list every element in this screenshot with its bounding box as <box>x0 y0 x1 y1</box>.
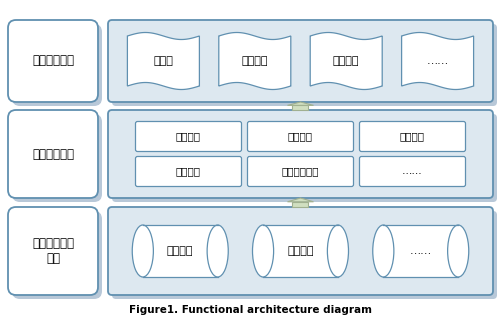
FancyBboxPatch shape <box>247 156 353 187</box>
Polygon shape <box>310 33 381 90</box>
FancyBboxPatch shape <box>112 24 496 106</box>
FancyBboxPatch shape <box>135 156 241 187</box>
FancyBboxPatch shape <box>8 207 98 295</box>
Text: 具体描述: 具体描述 <box>399 132 424 141</box>
Polygon shape <box>287 102 313 105</box>
Text: 新闻地图功能: 新闻地图功能 <box>32 54 74 68</box>
FancyBboxPatch shape <box>12 24 102 106</box>
Ellipse shape <box>252 225 273 277</box>
Text: Figure1. Functional architecture diagram: Figure1. Functional architecture diagram <box>129 305 372 315</box>
Text: 发生时间: 发生时间 <box>288 132 313 141</box>
Ellipse shape <box>327 225 348 277</box>
FancyBboxPatch shape <box>108 207 492 295</box>
Text: 地理空间信息
数据: 地理空间信息 数据 <box>32 237 74 265</box>
FancyBboxPatch shape <box>112 211 496 299</box>
Polygon shape <box>401 33 472 90</box>
Text: 新闻信息数据: 新闻信息数据 <box>32 148 74 161</box>
Text: 图 1.  功能架构图: 图 1. 功能架构图 <box>217 319 284 320</box>
Text: 矢量数据: 矢量数据 <box>167 246 193 256</box>
FancyBboxPatch shape <box>8 110 98 198</box>
Text: ……: …… <box>409 246 431 256</box>
FancyBboxPatch shape <box>135 122 241 151</box>
Text: ……: …… <box>401 166 422 177</box>
Bar <box>292 202 308 207</box>
Text: 点状标记信息: 点状标记信息 <box>281 166 319 177</box>
Text: 可视化: 可视化 <box>153 56 173 66</box>
Bar <box>142 225 217 277</box>
Ellipse shape <box>207 225 228 277</box>
Ellipse shape <box>447 225 468 277</box>
FancyBboxPatch shape <box>12 211 102 299</box>
FancyBboxPatch shape <box>108 110 492 198</box>
Text: 新闻标题: 新闻标题 <box>176 132 200 141</box>
Text: 信息查询: 信息查询 <box>241 56 268 66</box>
Bar <box>383 225 457 277</box>
Bar <box>263 225 337 277</box>
Polygon shape <box>127 33 199 90</box>
Polygon shape <box>287 198 313 202</box>
Text: ……: …… <box>426 56 448 66</box>
FancyBboxPatch shape <box>359 122 464 151</box>
FancyBboxPatch shape <box>12 114 102 202</box>
Ellipse shape <box>132 225 153 277</box>
Text: 影像数据: 影像数据 <box>287 246 313 256</box>
Polygon shape <box>218 33 290 90</box>
Text: 统计分析: 统计分析 <box>332 56 359 66</box>
FancyBboxPatch shape <box>8 20 98 102</box>
Bar <box>292 105 308 110</box>
FancyBboxPatch shape <box>247 122 353 151</box>
FancyBboxPatch shape <box>359 156 464 187</box>
Text: 地图范围: 地图范围 <box>176 166 200 177</box>
FancyBboxPatch shape <box>112 114 496 202</box>
Ellipse shape <box>372 225 393 277</box>
FancyBboxPatch shape <box>108 20 492 102</box>
